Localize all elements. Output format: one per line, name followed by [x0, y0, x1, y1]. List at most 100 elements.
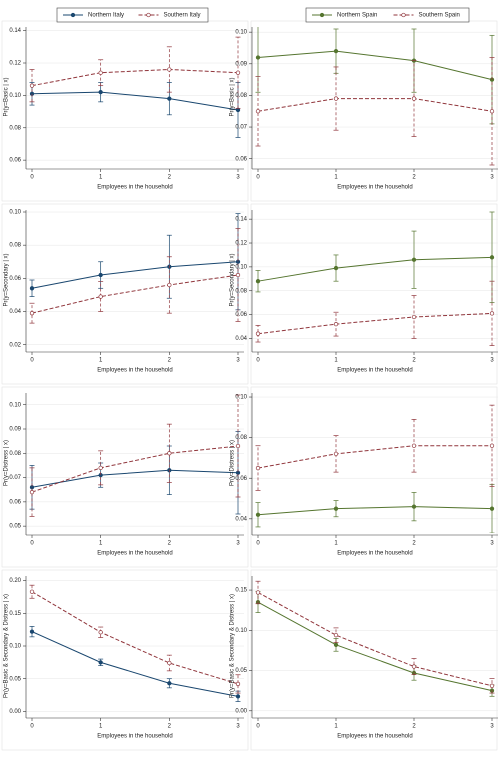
- y-tick-label: 0.08: [235, 93, 247, 99]
- y-tick-label: 0.06: [9, 276, 21, 282]
- point: [255, 109, 261, 114]
- y-axis-title: Pr(y=Basic & Secondary & Distress | x): [230, 594, 236, 698]
- x-tick-label: 3: [236, 724, 240, 730]
- series-line: [257, 50, 493, 81]
- series-line: [257, 601, 493, 692]
- point: [333, 451, 339, 457]
- series-line: [257, 312, 493, 335]
- x-tick-label: 0: [256, 724, 260, 730]
- series: [255, 211, 495, 304]
- point: [489, 683, 495, 688]
- y-tick-label: 0.05: [9, 524, 21, 530]
- point: [489, 109, 495, 114]
- point: [333, 48, 339, 54]
- series-line: [257, 506, 493, 516]
- y-axis-title: Pr(y=Secondary | x): [230, 253, 236, 306]
- y-tick-label: 0.00: [9, 709, 21, 715]
- legend-label: Southern Spain: [419, 13, 460, 19]
- panel-frame: [250, 386, 498, 568]
- y-tick-label: 0.10: [235, 30, 247, 36]
- series: [29, 213, 241, 311]
- x-tick-label: 1: [99, 358, 103, 364]
- point: [489, 443, 495, 448]
- x-tick-label: 1: [334, 541, 338, 547]
- x-tick-label: 3: [490, 175, 494, 181]
- y-tick-label: 0.10: [9, 210, 21, 216]
- series-line: [31, 469, 239, 488]
- point: [333, 96, 339, 101]
- point: [255, 331, 261, 336]
- x-tick-label: 1: [334, 175, 338, 181]
- point: [29, 83, 35, 88]
- point: [489, 311, 495, 316]
- y-tick-label: 0.08: [9, 451, 21, 457]
- y-tick-label: 0.10: [235, 628, 247, 634]
- y-tick-label: 0.08: [9, 243, 21, 249]
- series: [29, 626, 241, 702]
- point: [411, 443, 417, 448]
- series: [255, 57, 495, 166]
- point: [167, 67, 172, 72]
- series: [255, 591, 495, 697]
- point: [235, 443, 241, 449]
- x-tick-label: 1: [334, 724, 338, 730]
- series-line: [31, 274, 239, 314]
- point: [411, 664, 417, 669]
- point: [411, 504, 417, 509]
- x-tick-label: 2: [168, 724, 172, 730]
- x-axis-title: Employees in the household: [337, 368, 412, 374]
- point: [98, 465, 103, 471]
- series: [255, 404, 495, 491]
- y-tick-label: 0.08: [235, 288, 247, 294]
- y-tick-label: 0.05: [235, 668, 247, 674]
- panel-frame: [250, 203, 498, 385]
- x-tick-label: 0: [256, 175, 260, 181]
- legend-box: [305, 7, 470, 23]
- x-axis-title: Employees in the household: [97, 551, 172, 557]
- y-axis-title: Pr(y=Distress | x): [230, 440, 236, 486]
- legend-marker: [319, 12, 325, 18]
- series: [29, 394, 241, 517]
- series-line: [257, 256, 493, 282]
- point: [235, 694, 241, 699]
- y-tick-label: 0.04: [9, 309, 21, 315]
- point: [29, 489, 35, 495]
- point: [333, 506, 339, 511]
- y-tick-label: 0.09: [235, 61, 247, 67]
- point: [98, 630, 103, 635]
- y-tick-label: 0.14: [9, 28, 21, 34]
- y-tick-label: 0.02: [9, 342, 21, 348]
- x-tick-label: 0: [256, 358, 260, 364]
- x-tick-label: 3: [490, 541, 494, 547]
- point: [333, 632, 339, 638]
- x-tick-label: 0: [256, 541, 260, 547]
- series: [255, 27, 495, 125]
- point: [167, 451, 172, 456]
- point: [167, 681, 172, 686]
- y-tick-label: 0.06: [235, 476, 247, 482]
- point: [167, 282, 172, 288]
- x-tick-label: 1: [99, 541, 103, 547]
- x-axis-title: Employees in the household: [97, 368, 172, 374]
- x-axis-title: Employees in the household: [97, 734, 172, 740]
- x-tick-label: 2: [412, 541, 416, 547]
- y-tick-label: 0.12: [9, 61, 21, 67]
- point: [29, 311, 35, 316]
- series-line: [31, 445, 239, 493]
- panel-frame: [1, 203, 249, 385]
- point: [167, 660, 172, 666]
- point: [411, 314, 417, 320]
- y-axis-title: Pr(y=Basic | x): [4, 77, 10, 116]
- y-tick-label: 0.06: [235, 312, 247, 318]
- y-tick-label: 0.15: [235, 588, 247, 594]
- y-tick-label: 0.08: [9, 125, 21, 131]
- x-tick-label: 1: [99, 724, 103, 730]
- y-axis-title: Pr(y=Basic & Secondary & Distress | x): [4, 594, 10, 698]
- y-axis-title: Pr(y=Distress | x): [4, 440, 10, 486]
- point: [333, 265, 339, 271]
- y-tick-label: 0.15: [9, 611, 21, 617]
- series-line: [31, 261, 239, 289]
- y-tick-label: 0.10: [9, 402, 21, 408]
- point: [255, 465, 261, 471]
- point: [235, 107, 241, 113]
